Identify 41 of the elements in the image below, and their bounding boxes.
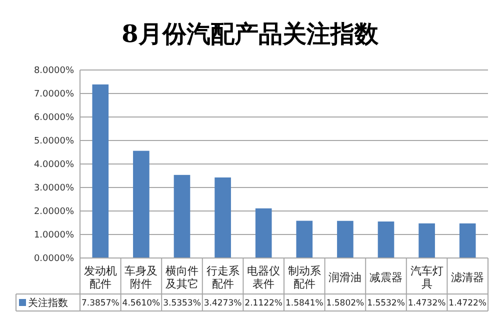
- data-label: 3.5353%: [163, 298, 201, 308]
- x-tick-label: 横向件及其它: [166, 264, 198, 290]
- y-tick-label: 3.0000%: [34, 184, 74, 194]
- x-tick-label: 电器仪表件: [247, 264, 280, 290]
- x-tick-label: 车身及附件: [124, 264, 158, 290]
- x-tick-label: 润滑油: [328, 270, 362, 284]
- x-tick-label: 滤清器: [451, 270, 484, 284]
- x-tick-label: 汽车灯具: [410, 264, 444, 290]
- data-label: 4.5610%: [122, 298, 160, 308]
- legend-label: 关注指数: [28, 297, 68, 309]
- y-tick-label: 4.0000%: [34, 160, 74, 170]
- y-tick-label: 5.0000%: [34, 136, 74, 147]
- data-label: 1.4722%: [448, 298, 487, 308]
- bar: [337, 220, 354, 258]
- chart-title: 8月份汽配产品关注指数: [122, 19, 380, 48]
- y-tick-label: 2.0000%: [34, 207, 74, 218]
- x-tick-label: 减震器: [370, 270, 402, 284]
- y-tick-label: 0.0000%: [34, 254, 74, 264]
- bar: [378, 222, 394, 258]
- bar: [133, 150, 150, 258]
- bar: [418, 223, 435, 258]
- data-label: 1.5802%: [326, 298, 364, 308]
- data-label: 7.3857%: [81, 298, 120, 308]
- y-tick-label: 6.0000%: [34, 113, 74, 124]
- y-tick-label: 7.0000%: [34, 90, 74, 100]
- data-label: 3.4273%: [204, 298, 242, 308]
- bar: [174, 174, 190, 258]
- data-label: 1.4732%: [408, 298, 446, 308]
- bar: [92, 84, 109, 258]
- x-tick-label: 行走系配件: [206, 264, 240, 290]
- x-tick-label: 发动机配件: [84, 264, 117, 290]
- y-tick-label: 1.0000%: [34, 230, 74, 241]
- bar: [214, 177, 231, 258]
- bar: [459, 223, 476, 258]
- x-tick-label: 制动系配件: [288, 264, 321, 290]
- data-label: 2.1122%: [244, 298, 283, 308]
- y-tick-label: 8.0000%: [34, 66, 74, 76]
- data-label: 1.5532%: [367, 298, 405, 308]
- data-label: 1.5841%: [285, 298, 324, 308]
- bar: [255, 208, 272, 258]
- bar: [296, 220, 313, 258]
